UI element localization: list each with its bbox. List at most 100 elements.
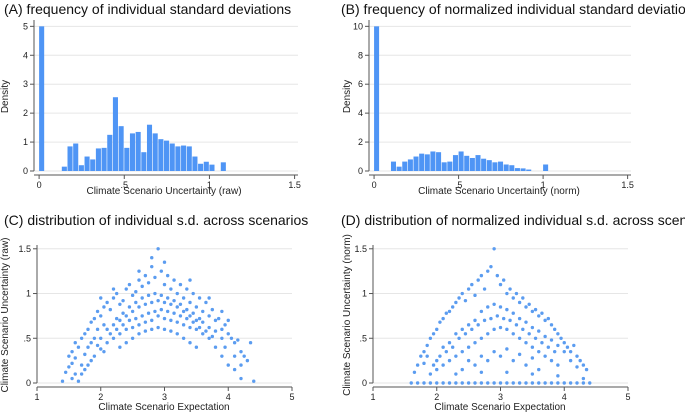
- scatter-point: [169, 302, 173, 306]
- scatter-point: [118, 332, 122, 336]
- y-tick-label: 4: [23, 50, 28, 60]
- scatter-point: [114, 327, 119, 332]
- scatter-point: [150, 318, 154, 323]
- scatter-point: [137, 269, 141, 273]
- scatter-point: [130, 336, 135, 340]
- scatter-point: [188, 314, 192, 318]
- histogram-bar: [175, 146, 181, 171]
- scatter-point: [412, 370, 417, 374]
- scatter-point: [479, 381, 484, 385]
- scatter-point: [188, 341, 192, 345]
- scatter-point: [130, 309, 135, 314]
- histogram-bar: [220, 162, 226, 171]
- scatter-point: [121, 311, 125, 315]
- scatter-point: [543, 318, 547, 323]
- scatter-point: [444, 349, 449, 354]
- scatter-point: [137, 332, 141, 336]
- histogram-bar: [164, 140, 170, 171]
- scatter-point: [127, 282, 132, 287]
- scatter-point: [86, 327, 90, 332]
- scatter-point: [239, 349, 243, 354]
- histogram-bar: [112, 97, 118, 171]
- scatter-point: [549, 338, 554, 342]
- scatter-point: [454, 372, 458, 376]
- scatter-point: [505, 307, 509, 312]
- scatter-point: [549, 381, 554, 385]
- x-tick-label: 1: [370, 392, 375, 402]
- scatter-point: [517, 316, 522, 321]
- scatter-point: [466, 358, 471, 363]
- y-tick-label: 1.5: [18, 244, 31, 254]
- scatter-point: [537, 367, 541, 372]
- scatter-point: [194, 327, 199, 332]
- x-tick-label: 4: [226, 392, 231, 402]
- scatter-point: [415, 381, 420, 385]
- scatter-point: [216, 316, 221, 321]
- scatter-point: [441, 381, 445, 385]
- scatter-point: [150, 264, 154, 269]
- scatter-point: [568, 349, 573, 354]
- panel-b: (B) frequency of normalized individual s…: [341, 0, 685, 207]
- scatter-point: [194, 305, 199, 309]
- histogram-bar: [509, 165, 515, 171]
- chart-d: 0 .5 1 1.5 1 2 3 4 5 Climate Scenario Expectation…: [342, 234, 631, 413]
- scatter-point: [435, 327, 439, 332]
- scatter-point: [92, 336, 97, 340]
- scatter-point: [530, 309, 535, 314]
- histogram-bar: [543, 164, 549, 171]
- scatter-point: [79, 372, 84, 376]
- scatter-point: [505, 291, 509, 296]
- scatter-point: [425, 343, 429, 348]
- scatter-point: [181, 296, 186, 300]
- scatter-point: [232, 367, 237, 372]
- x-axis-label: Climate Scenario Uncertainty (raw): [86, 186, 241, 197]
- scatter-point: [473, 363, 477, 367]
- scatter-point: [102, 323, 106, 327]
- scatter-point: [220, 309, 224, 314]
- scatter-point: [175, 291, 179, 296]
- scatter-point: [447, 309, 452, 314]
- scatter-point: [463, 332, 468, 336]
- scatter-point: [428, 336, 433, 340]
- scatter-point: [134, 316, 138, 321]
- scatter-point: [153, 275, 157, 280]
- scatter-point: [581, 363, 586, 367]
- y-tick-label: 0: [358, 166, 363, 176]
- y-tick-label: 0: [23, 166, 28, 176]
- scatter-point: [511, 332, 515, 336]
- scatter-point: [102, 349, 106, 354]
- scatter-point: [460, 327, 464, 332]
- scatter-point: [67, 365, 71, 369]
- scatter-point: [105, 300, 109, 305]
- histogram-bar: [520, 168, 526, 171]
- scatter-point: [79, 336, 84, 340]
- scatter-point: [140, 314, 144, 318]
- scatter-point: [232, 341, 237, 345]
- scatter-point: [83, 332, 87, 336]
- scatter-point: [521, 327, 525, 332]
- scatter-point: [482, 287, 487, 291]
- scatter-point: [175, 320, 179, 324]
- scatter-point: [156, 247, 160, 251]
- scatter-point: [438, 354, 442, 358]
- histogram-bar: [374, 26, 380, 171]
- scatter-point: [457, 296, 461, 300]
- scatter-point: [556, 381, 560, 385]
- scatter-point: [143, 302, 148, 306]
- scatter-point: [419, 354, 423, 358]
- scatter-point: [409, 381, 413, 385]
- scatter-point: [86, 363, 90, 367]
- scatter-point: [495, 273, 500, 278]
- scatter-point: [492, 349, 496, 354]
- x-tick-label: 2: [434, 392, 439, 402]
- scatter-point: [114, 291, 119, 296]
- scatter-point: [207, 336, 211, 340]
- scatter-point: [505, 327, 509, 332]
- scatter-point: [83, 352, 87, 357]
- scatter-point: [76, 379, 81, 383]
- histogram-bar: [101, 147, 107, 171]
- y-tick-label: 0: [362, 378, 367, 388]
- y-tick-label: 8: [358, 50, 363, 60]
- scatter-point: [460, 349, 464, 354]
- scatter-point: [584, 367, 589, 372]
